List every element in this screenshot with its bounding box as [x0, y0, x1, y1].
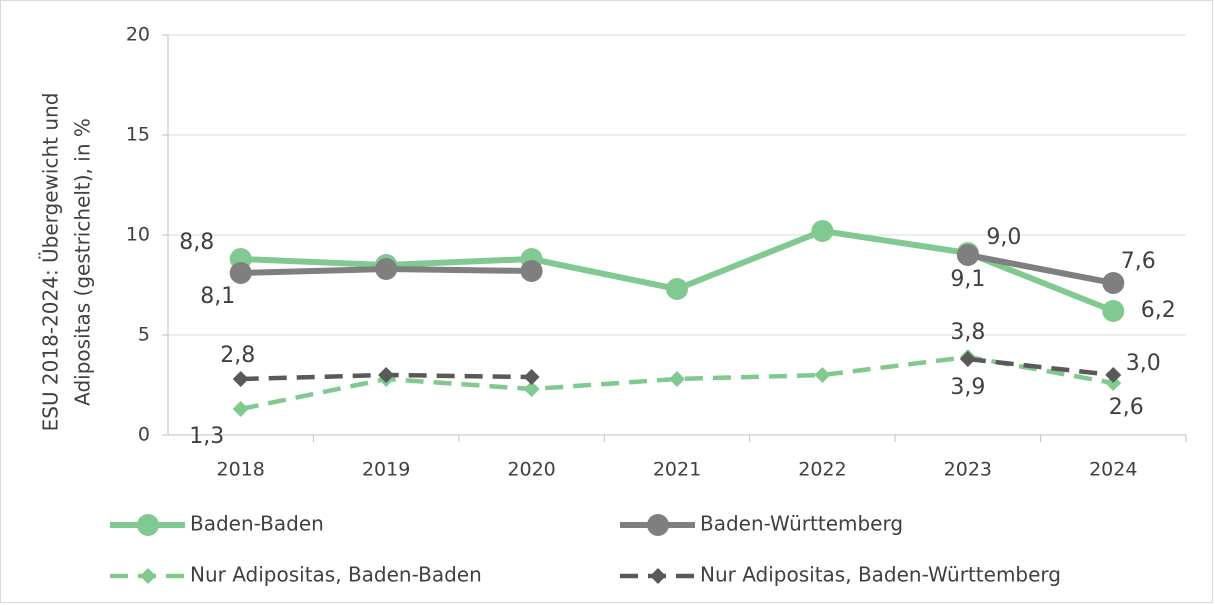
x-tick-label: 2023 [944, 459, 992, 481]
data-label: 3,9 [950, 375, 985, 400]
data-point [1105, 367, 1122, 383]
data-label: 9,0 [986, 225, 1021, 250]
legend-label: Nur Adipositas, Baden-Württemberg [700, 563, 1061, 587]
legend-marker [647, 514, 669, 536]
data-label: 2,8 [220, 343, 255, 368]
data-label: 3,8 [950, 320, 985, 345]
series-line [967, 252, 1114, 286]
y-tick-label: 20 [126, 24, 150, 46]
data-point [229, 262, 252, 284]
x-tick-label: 2018 [217, 459, 265, 481]
y-tick-label: 10 [126, 224, 150, 246]
legend-marker [650, 568, 666, 584]
data-label: 7,6 [1121, 249, 1156, 274]
data-point [232, 371, 249, 387]
x-tick-label: 2024 [1089, 459, 1137, 481]
legend-label: Nur Adipositas, Baden-Baden [190, 563, 482, 587]
data-label: 6,2 [1141, 298, 1176, 323]
data-point [523, 381, 540, 397]
data-point [669, 371, 685, 387]
data-label: 3,0 [1126, 351, 1161, 376]
series-line [967, 356, 1114, 378]
data-label: 8,1 [200, 284, 235, 309]
legend-marker [137, 514, 159, 536]
y-axis-title: Adipositas (gestrichelt), in % [71, 118, 95, 406]
y-axis-title: ESU 2018-2024: Übergewicht und [39, 93, 63, 432]
data-label: 1,3 [189, 424, 224, 449]
data-point [959, 351, 976, 367]
data-point [520, 260, 543, 282]
x-tick-label: 2020 [507, 459, 555, 481]
y-tick-label: 0 [138, 424, 150, 446]
data-label: 8,8 [179, 230, 214, 255]
data-point [814, 367, 831, 383]
x-tick-label: 2022 [798, 459, 846, 481]
data-point [378, 367, 395, 383]
y-tick-label: 15 [126, 124, 150, 146]
data-point [1102, 272, 1125, 294]
data-point [523, 369, 540, 385]
x-tick-label: 2021 [653, 459, 701, 481]
data-label: 2,6 [1109, 395, 1144, 420]
data-point [811, 220, 834, 242]
y-tick-label: 5 [138, 324, 150, 346]
legend-label: Baden-Baden [190, 512, 324, 536]
data-point [232, 401, 249, 417]
data-label: 9,1 [950, 267, 985, 292]
data-point [956, 244, 979, 266]
x-tick-label: 2019 [362, 459, 410, 481]
data-point [1102, 300, 1125, 322]
data-point [375, 258, 398, 280]
data-point [666, 278, 688, 300]
legend-marker [140, 568, 156, 584]
legend-label: Baden-Württemberg [700, 512, 903, 536]
